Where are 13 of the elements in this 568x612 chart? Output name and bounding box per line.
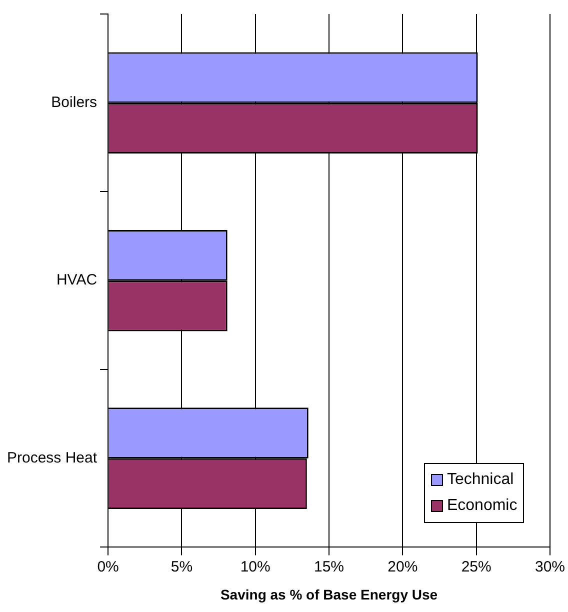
x-tick-label: 15% — [314, 558, 344, 576]
legend-label: Economic — [446, 496, 518, 516]
y-tick-label: Boilers — [51, 94, 98, 112]
x-tick-label: 20% — [388, 558, 418, 576]
x-tick-label: 25% — [461, 558, 492, 576]
legend-label: Technical — [446, 470, 514, 490]
x-tick-label: 10% — [240, 558, 270, 576]
x-axis-title: Saving as % of Base Energy Use — [220, 586, 438, 602]
x-tick-label: 0% — [97, 558, 119, 576]
y-tick-label: Process Heat — [6, 449, 98, 466]
x-tick-label: 30% — [534, 558, 566, 576]
y-tick-label: HVAC — [56, 272, 98, 289]
x-tick-label: 5% — [170, 558, 193, 576]
